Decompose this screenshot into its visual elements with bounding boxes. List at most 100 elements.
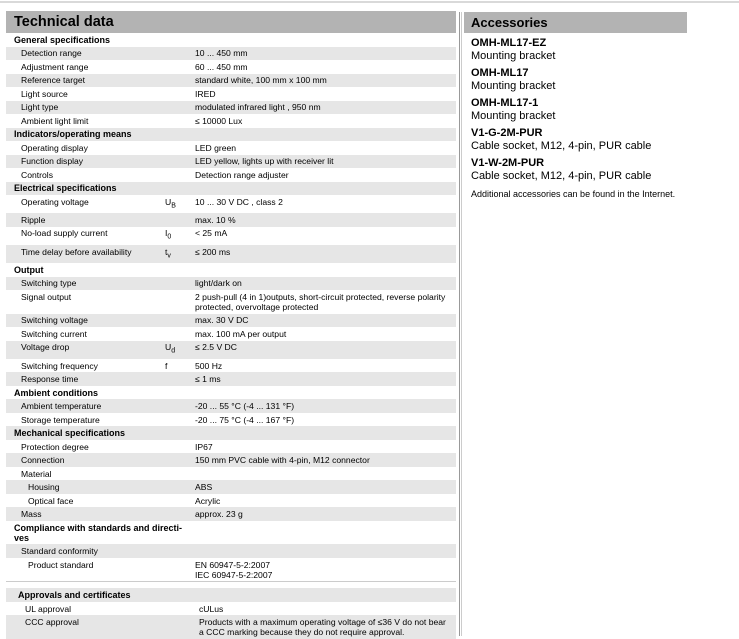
technical-data-table: General specifications Detection range 10 …: [6, 33, 456, 581]
spec-symbol: [165, 482, 195, 492]
spec-symbol: [165, 509, 195, 519]
spec-row: Switching voltage max. 30 V DC: [6, 313, 456, 328]
section-header: Indicators/operating means: [6, 127, 456, 141]
spec-value: modulated infrared light , 950 nm: [195, 102, 321, 113]
spec-symbol: [165, 315, 195, 325]
column-divider: [459, 12, 460, 636]
spec-symbol: [165, 143, 195, 153]
spec-value: [195, 469, 456, 479]
accessory-description: Mounting bracket: [471, 50, 556, 62]
spec-symbol: [165, 89, 195, 99]
spec-value: standard white, 100 mm x 100 mm: [195, 75, 327, 86]
section-title: Electrical specifications: [14, 183, 117, 194]
spec-value: ≤ 1 ms: [195, 374, 221, 385]
spec-row: Switching type light/dark on: [6, 276, 456, 291]
spec-value: ≤ 200 ms: [195, 246, 231, 257]
spec-value: Acrylic: [195, 495, 221, 506]
section-separator: [6, 581, 456, 588]
spec-value: -20 ... 75 °C (-4 ... 167 °F): [195, 414, 295, 425]
spec-symbol: [165, 374, 195, 384]
spec-row: Storage temperature -20 ... 75 °C (-4 ...…: [6, 413, 456, 427]
spec-label: Signal output: [21, 291, 72, 302]
spec-label: Optical face: [28, 495, 74, 506]
spec-row: Signal output 2 push-pull (4 in 1)outputs…: [6, 290, 456, 314]
spec-row: Voltage drop Ud ≤ 2.5 V DC: [6, 340, 456, 359]
spec-label: Switching voltage: [21, 315, 88, 326]
section-header: Ambient conditions: [6, 386, 456, 400]
spec-label: Protection degree: [21, 441, 89, 452]
spec-value: max. 100 mA per output: [195, 328, 287, 339]
spec-symbol: [165, 455, 195, 465]
spec-value: LED green: [195, 142, 237, 153]
spec-symbol: [165, 560, 195, 580]
accessory-name: OMH-ML17: [471, 67, 529, 79]
spec-row: Reference target standard white, 100 mm x…: [6, 73, 456, 87]
spec-value: -20 ... 55 °C (-4 ... 131 °F): [195, 401, 295, 412]
accessories-list: OMH-ML17-EZ Mounting bracket OMH-ML17 Mount…: [464, 36, 687, 183]
spec-symbol: Ud: [165, 342, 195, 357]
spec-symbol-text: t: [165, 246, 168, 257]
accessory-item: OMH-ML17 Mounting bracket: [464, 66, 687, 93]
accessories-title: Accessories: [464, 12, 687, 33]
spec-label: Storage temperature: [21, 414, 100, 425]
spec-value: 2 push-pull (4 in 1)outputs, short-circu…: [195, 291, 446, 312]
spec-symbol: [165, 116, 195, 126]
spec-row: Response time ≤ 1 ms: [6, 372, 456, 386]
spec-value: IRED: [195, 88, 216, 99]
section-title: Output: [14, 264, 44, 275]
spec-value: [195, 546, 456, 556]
spec-symbol-text: U: [165, 342, 172, 353]
spec-value: 10 ... 450 mm: [195, 48, 248, 59]
accessory-item: V1-G-2M-PUR Cable socket, M12, 4-pin, PUR…: [464, 126, 687, 153]
spec-value: 10 ... 30 V DC , class 2: [195, 196, 283, 207]
spec-row: Protection degree IP67: [6, 440, 456, 454]
approval-value: Products with a maximum operating voltag…: [199, 617, 446, 638]
spec-symbol: [165, 329, 195, 339]
spec-symbol: [165, 48, 195, 58]
spec-symbol: [165, 496, 195, 506]
spec-value: LED yellow, lights up with receiver lit: [195, 156, 334, 167]
spec-row: Standard conformity: [6, 544, 456, 558]
spec-symbol: [165, 546, 195, 556]
spec-symbol-text: f: [165, 360, 168, 371]
spec-label: Ripple: [21, 214, 46, 225]
spec-label: Mass: [21, 509, 42, 520]
spec-row: Optical face Acrylic: [6, 494, 456, 508]
spec-symbol-subscript: v: [167, 252, 171, 260]
accessories-panel: Accessories OMH-ML17-EZ Mounting bracket O…: [464, 12, 687, 200]
spec-value: EN 60947-5-2:2007 IEC 60947-5-2:2007: [195, 559, 273, 580]
spec-label: Controls: [21, 169, 53, 180]
spec-row: Light source IRED: [6, 87, 456, 101]
spec-row: Time delay before availability tv ≤ 200 ms: [6, 244, 456, 264]
spec-row: Switching current max. 100 mA per output: [6, 327, 456, 341]
spec-row: No-load supply current I0 < 25 mA: [6, 227, 456, 245]
accessory-description: Cable socket, M12, 4-pin, PUR cable: [471, 140, 652, 152]
spec-symbol: [165, 278, 195, 288]
spec-label: Detection range: [21, 48, 82, 59]
accessory-description: Cable socket, M12, 4-pin, PUR cable: [471, 170, 652, 182]
spec-label: Housing: [28, 482, 60, 493]
section-title: Compliance with standards and directi-ve…: [14, 522, 183, 543]
accessory-name: V1-W-2M-PUR: [471, 157, 545, 169]
spec-label: Operating display: [21, 142, 88, 153]
spec-label: Connection: [21, 455, 65, 466]
spec-value: ABS: [195, 482, 213, 493]
approvals-title: Approvals and certificates: [18, 590, 131, 601]
approval-row: CCC approval Products with a maximum oper…: [6, 615, 456, 639]
spec-row: Detection range 10 ... 450 mm: [6, 46, 456, 60]
section-header: Compliance with standards and directi-ve…: [6, 521, 456, 545]
spec-value: ≤ 2.5 V DC: [195, 342, 237, 353]
spec-label: Switching type: [21, 278, 77, 289]
approvals-header: Approvals and certificates: [6, 588, 456, 602]
spec-row: Controls Detection range adjuster: [6, 168, 456, 182]
top-border: [0, 1, 739, 3]
spec-value: 60 ... 450 mm: [195, 61, 248, 72]
spec-value: Detection range adjuster: [195, 169, 289, 180]
spec-symbol-text: U: [165, 196, 172, 207]
spec-label: Operating voltage: [21, 196, 89, 207]
spec-value: max. 30 V DC: [195, 315, 249, 326]
spec-value: approx. 23 g: [195, 509, 243, 520]
approval-label: CCC approval: [25, 617, 79, 628]
accessory-description: Mounting bracket: [471, 80, 556, 92]
spec-label: Ambient light limit: [21, 115, 89, 126]
